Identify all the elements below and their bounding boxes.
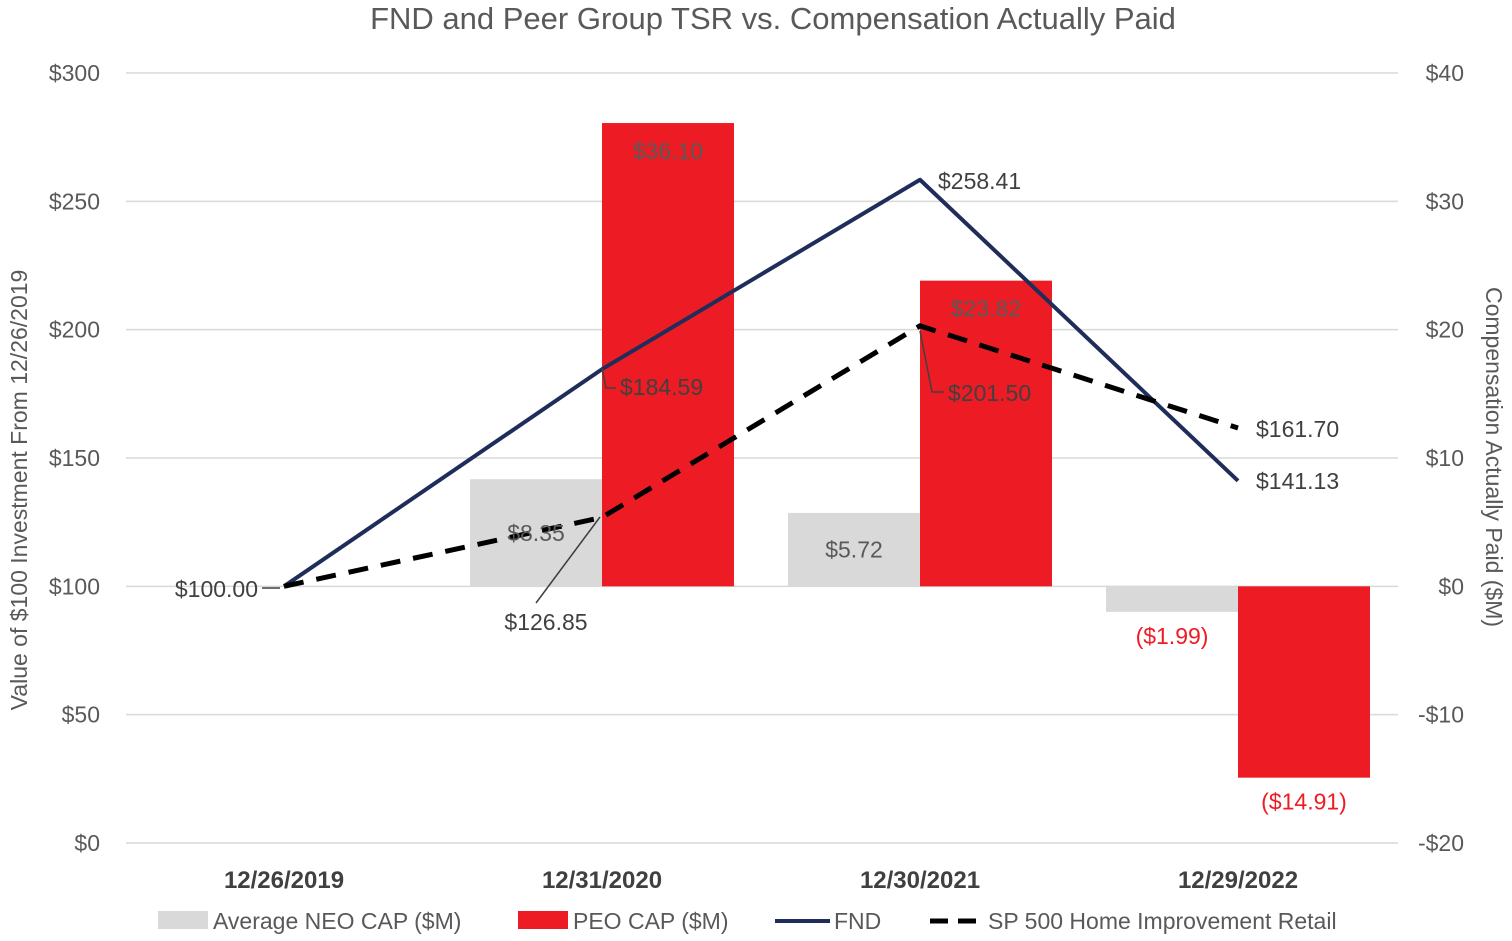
y-tick-label: $250 bbox=[49, 188, 100, 214]
x-tick-label: 12/29/2022 bbox=[1178, 867, 1298, 894]
x-tick-label: 12/30/2021 bbox=[860, 867, 980, 894]
neo-cap-bar bbox=[1106, 586, 1238, 612]
y2-tick-label: $0 bbox=[1438, 573, 1464, 599]
x-tick-label: 12/26/2019 bbox=[224, 867, 344, 894]
legend-sp500-label: SP 500 Home Improvement Retail bbox=[988, 908, 1337, 934]
y-tick-label: $300 bbox=[49, 60, 100, 86]
peo-cap-data-label: ($14.91) bbox=[1261, 789, 1347, 815]
y2-tick-label: $20 bbox=[1426, 317, 1464, 343]
leader-line bbox=[601, 367, 616, 389]
sp500-data-label: $201.50 bbox=[948, 380, 1031, 406]
sp500-data-label: $126.85 bbox=[504, 609, 587, 635]
neo-cap-data-label: $8.35 bbox=[507, 520, 565, 546]
y2-tick-label: $40 bbox=[1426, 60, 1464, 86]
leader-line bbox=[535, 516, 601, 604]
sp500-home-improvement-line bbox=[283, 323, 1239, 589]
sp500-data-label: $161.70 bbox=[1256, 416, 1339, 442]
legend-peo-cap-label: PEO CAP ($M) bbox=[573, 908, 729, 934]
neo-cap-data-label: ($1.99) bbox=[1136, 623, 1209, 649]
chart-title: FND and Peer Group TSR vs. Compensation … bbox=[370, 1, 1176, 36]
x-tick-label: 12/31/2020 bbox=[542, 867, 662, 894]
peo-cap-data-label: $23.82 bbox=[951, 296, 1021, 322]
peo-cap-data-label: $36.10 bbox=[633, 138, 703, 164]
y-axis-label: Value of $100 Investment From 12/26/2019 bbox=[6, 270, 32, 711]
y2-axis-label: Compensation Actually Paid ($M) bbox=[1481, 287, 1507, 627]
y2-tick-label: $30 bbox=[1426, 188, 1464, 214]
legend-neo-cap-swatch bbox=[158, 911, 208, 929]
fnd-data-label: $258.41 bbox=[938, 168, 1021, 194]
peo-cap-bar bbox=[1238, 586, 1370, 778]
neo-cap-bar bbox=[470, 479, 602, 587]
y2-tick-label: $10 bbox=[1426, 445, 1464, 471]
y-tick-label: $50 bbox=[62, 702, 100, 728]
fnd-line bbox=[282, 177, 1240, 588]
neo-cap-bar bbox=[788, 512, 920, 587]
legend-fnd-label: FND bbox=[834, 908, 881, 934]
y-tick-label: $150 bbox=[49, 445, 100, 471]
legend-neo-cap-label: Average NEO CAP ($M) bbox=[213, 908, 461, 934]
peo-cap-bar bbox=[920, 280, 1052, 587]
y-tick-label: $0 bbox=[74, 830, 100, 856]
y-tick-label: $100 bbox=[49, 573, 100, 599]
fnd-data-label: $184.59 bbox=[620, 374, 703, 400]
legend-peo-cap-swatch bbox=[518, 911, 568, 929]
neo-cap-data-label: $5.72 bbox=[825, 537, 883, 563]
y2-tick-label: -$10 bbox=[1418, 702, 1464, 728]
fnd-data-label: $141.13 bbox=[1256, 468, 1339, 494]
y-tick-label: $200 bbox=[49, 317, 100, 343]
leader-line bbox=[919, 330, 944, 393]
fnd-data-label: $100.00 bbox=[175, 576, 258, 602]
peo-cap-bar bbox=[602, 123, 734, 587]
y2-tick-label: -$20 bbox=[1418, 830, 1464, 856]
